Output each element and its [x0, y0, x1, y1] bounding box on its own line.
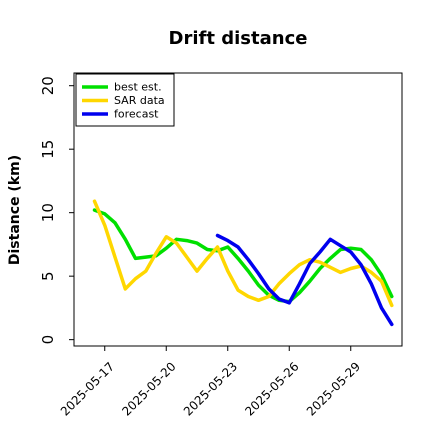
y-tick-label: 15	[39, 140, 57, 159]
y-tick-label: 0	[39, 335, 57, 345]
legend-label-0: best est.	[114, 81, 162, 94]
x-tick-label: 2025-05-20	[119, 359, 178, 418]
legend-label-1: SAR data	[114, 94, 165, 107]
series-line-0	[92, 208, 394, 304]
y-tick-label: 20	[39, 76, 57, 95]
series-line-1	[92, 199, 394, 308]
y-axis-label: Distance (km)	[7, 155, 23, 265]
x-tick-label: 2025-05-17	[58, 359, 117, 418]
y-tick-label: 5	[39, 271, 57, 281]
x-tick-label: 2025-05-26	[242, 359, 301, 418]
series-line-2	[215, 233, 394, 327]
legend-label-2: forecast	[114, 108, 159, 121]
x-tick-label: 2025-05-29	[304, 359, 363, 418]
x-tick-label: 2025-05-23	[181, 359, 240, 418]
chart-title: Drift distance	[169, 28, 308, 49]
plot-frame	[73, 72, 403, 347]
series-layer	[92, 199, 394, 327]
y-tick-label: 10	[39, 203, 57, 222]
